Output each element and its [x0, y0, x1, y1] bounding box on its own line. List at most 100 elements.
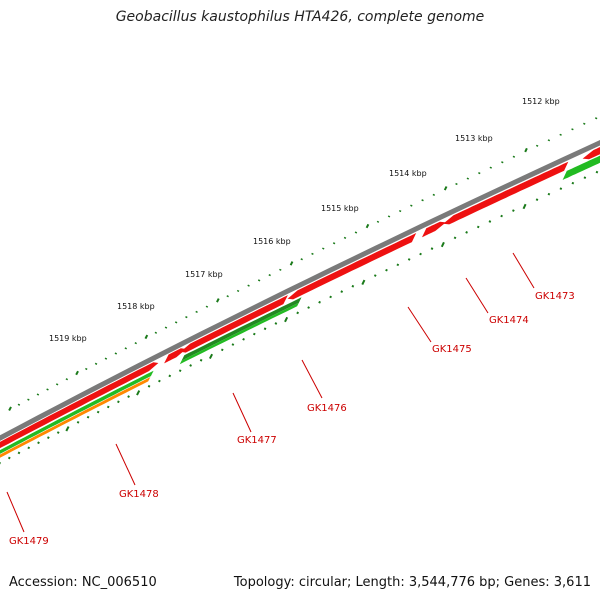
tick-mark: [205, 305, 209, 308]
gene-leader-line: [465, 277, 489, 314]
tick-mark: [257, 279, 261, 282]
tick-mark: [419, 252, 422, 256]
tick-mark: [168, 374, 172, 378]
kbp-tick-label: 1512 kbp: [522, 97, 560, 106]
tick-mark: [443, 186, 448, 191]
tick-mark: [247, 284, 250, 287]
gene-arrow-forward: [164, 348, 187, 364]
tick-mark: [242, 337, 245, 341]
gene-label: GK1478: [119, 489, 159, 500]
tick-mark: [387, 215, 391, 218]
kbp-tick-label: 1517 kbp: [185, 270, 223, 279]
tick-mark: [476, 225, 480, 229]
gene-leader-line: [512, 252, 535, 289]
inner-tick-marks: [0, 170, 599, 465]
gene-bar-reverse: [562, 155, 600, 180]
gene-leader-line: [301, 359, 323, 399]
tick-mark: [268, 273, 271, 277]
gene-bar-reverse: [0, 370, 154, 454]
tick-mark: [263, 327, 267, 331]
tick-mark: [365, 223, 370, 229]
gene-label: GK1477: [237, 435, 277, 446]
tick-mark: [220, 348, 224, 352]
tick-mark: [583, 122, 586, 125]
kbp-tick-label: 1518 kbp: [117, 302, 155, 311]
tick-mark: [37, 441, 40, 445]
tick-mark: [500, 214, 503, 218]
tick-mark: [185, 316, 188, 319]
tick-mark: [158, 379, 161, 383]
tick-mark: [8, 406, 12, 411]
tick-mark: [594, 117, 598, 120]
topology-text: Topology: circular; Length: 3,544,776 bp…: [233, 575, 591, 590]
tick-mark: [583, 176, 587, 179]
gene-arrow-forward: [180, 295, 288, 353]
tick-mark: [535, 144, 539, 147]
tick-mark: [398, 209, 402, 213]
tick-mark: [147, 384, 151, 388]
kbp-tick-marks: [8, 117, 598, 411]
tick-mark: [332, 242, 336, 245]
tick-mark: [104, 357, 108, 360]
tick-mark: [252, 332, 256, 336]
tick-mark: [547, 192, 551, 196]
tick-mark: [27, 446, 31, 450]
gene-label: GK1476: [307, 403, 347, 414]
gene-label: GK1474: [489, 315, 529, 326]
tick-mark: [56, 431, 60, 434]
tick-mark: [524, 147, 528, 153]
tick-mark: [432, 193, 436, 196]
gene-leader-line: [407, 306, 432, 343]
tick-mark: [189, 364, 192, 367]
tick-mark: [440, 241, 445, 248]
gene-labels: GK1473 GK1474 GK1475 GK1476 GK1477 GK1478 GK14…: [6, 252, 575, 547]
tick-mark: [329, 295, 332, 299]
tick-mark: [216, 298, 220, 303]
tick-mark: [174, 321, 178, 324]
gene-label: GK1479: [9, 536, 49, 547]
gene-bar-reverse: [179, 302, 299, 365]
tick-mark: [430, 247, 434, 250]
tick-mark: [455, 182, 458, 186]
gene-label: GK1473: [535, 291, 575, 302]
tick-mark: [65, 426, 70, 432]
tick-mark: [559, 187, 563, 190]
tick-mark: [354, 231, 358, 234]
kbp-tick-label: 1519 kbp: [49, 334, 87, 343]
tick-mark: [117, 400, 120, 404]
tick-mark: [208, 353, 214, 360]
tick-mark: [284, 316, 289, 323]
tick-mark: [307, 306, 310, 309]
accession-text: Accession: NC_006510: [9, 575, 157, 590]
tick-mark: [547, 139, 551, 142]
tick-mark: [46, 436, 50, 440]
gene-leader-line: [6, 491, 25, 533]
backbone-line: [0, 140, 600, 441]
gene-leader-line: [232, 392, 252, 433]
tick-mark: [144, 334, 149, 340]
kbp-tick-label: 1513 kbp: [455, 134, 493, 143]
tick-mark: [488, 220, 492, 223]
feature-bar-orange: [0, 377, 151, 458]
tick-mark: [124, 347, 127, 350]
tick-mark: [512, 155, 516, 158]
gene-features: [0, 147, 600, 458]
tick-mark: [17, 403, 21, 406]
tick-mark: [55, 383, 59, 386]
tick-mark: [289, 261, 294, 266]
tick-mark: [522, 203, 527, 210]
page-title: Geobacillus kaustophilus HTA426, complet…: [115, 9, 485, 25]
gene-bar-reverse: [181, 297, 302, 361]
tick-mark: [96, 410, 100, 414]
tick-mark: [127, 395, 130, 398]
tick-mark: [136, 390, 141, 396]
tick-mark: [154, 331, 158, 334]
tick-mark: [75, 370, 79, 376]
tick-mark: [106, 405, 110, 409]
tick-mark: [46, 388, 49, 391]
tick-mark: [85, 367, 88, 371]
tick-mark: [421, 199, 424, 202]
tick-mark: [318, 300, 321, 304]
tick-mark: [501, 161, 504, 164]
gene-arrow-forward: [443, 161, 569, 225]
